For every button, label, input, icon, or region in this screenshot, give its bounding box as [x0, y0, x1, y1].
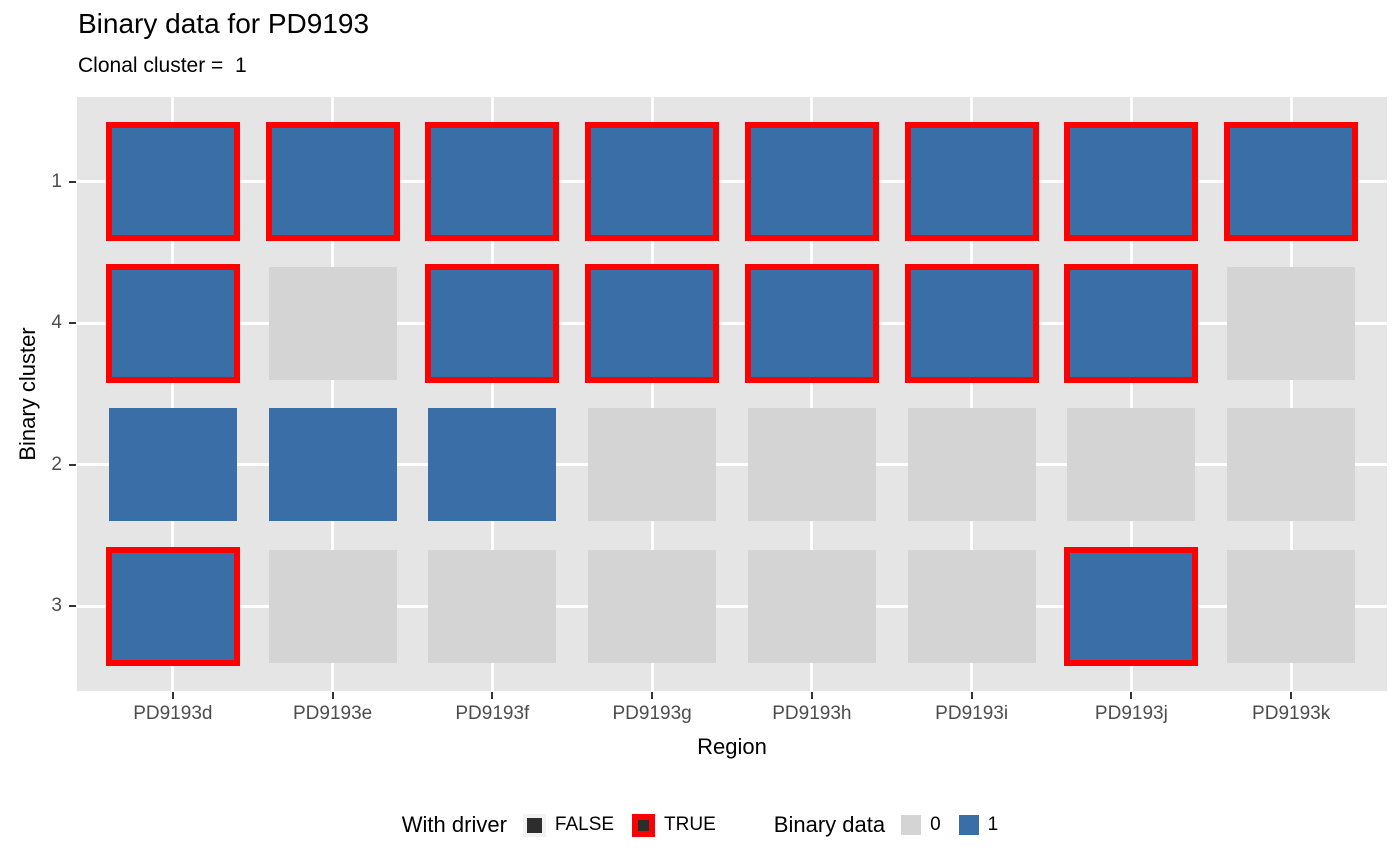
driver-false-key-icon: [522, 813, 546, 837]
gridline-vertical: [1289, 97, 1293, 691]
legend-item-false: FALSE: [522, 813, 615, 837]
legend-item-one: 1: [958, 814, 999, 836]
gridline-vertical: [650, 97, 654, 691]
gridline-vertical: [490, 97, 494, 691]
legend-item-true: TRUE: [632, 813, 716, 837]
legend-label-false: FALSE: [554, 814, 615, 835]
plot-panel: [77, 97, 1387, 691]
x-tick-label-PD9193k: PD9193k: [1252, 703, 1331, 724]
tile-PD9193g-cluster4: [585, 263, 720, 383]
tile-PD9193d-cluster2: [108, 408, 237, 522]
legend-title-binary-data: Binary data: [773, 812, 886, 837]
tile-PD9193f-cluster4: [425, 263, 560, 383]
x-tick-label-PD9193d: PD9193d: [133, 703, 213, 724]
tile-PD9193k-cluster3: [1227, 549, 1356, 663]
gridline-vertical: [331, 97, 335, 691]
tile-PD9193i-cluster3: [907, 549, 1036, 663]
gridline-vertical: [810, 97, 814, 691]
tile-PD9193d-cluster3: [105, 546, 240, 666]
x-axis-tick: [1290, 692, 1293, 699]
y-tick-label-2: 2: [51, 453, 62, 475]
tile-PD9193f-cluster3: [428, 549, 557, 663]
tile-PD9193e-cluster1: [265, 122, 400, 242]
tile-PD9193g-cluster3: [588, 549, 717, 663]
tile-PD9193f-cluster2: [428, 408, 557, 522]
x-axis-tick: [331, 692, 334, 699]
x-tick-label-PD9193i: PD9193i: [935, 703, 1009, 724]
x-axis-tick: [491, 692, 494, 699]
x-tick-label-PD9193g: PD9193g: [612, 703, 692, 724]
x-tick-label-PD9193j: PD9193j: [1094, 703, 1168, 724]
x-axis-tick: [1130, 692, 1133, 699]
tile-PD9193h-cluster1: [744, 122, 879, 242]
legend-group-binary-data: Binary data 0 1: [774, 812, 998, 838]
tile-PD9193g-cluster2: [588, 408, 717, 522]
legend-group-with-driver: With driver FALSE TRUE: [402, 812, 716, 838]
chart-title: Binary data for PD9193: [78, 8, 370, 39]
legend-label-true: TRUE: [664, 814, 716, 835]
y-tick-label-1: 1: [51, 170, 62, 192]
y-axis-tick: [69, 180, 76, 183]
tile-PD9193j-cluster1: [1064, 122, 1199, 242]
x-axis-tick: [810, 692, 813, 699]
tile-PD9193e-cluster2: [268, 408, 397, 522]
tile-PD9193g-cluster1: [585, 122, 720, 242]
gridline-horizontal: [77, 463, 1387, 467]
gridline-vertical: [171, 97, 175, 691]
binary-zero-swatch-icon: [901, 815, 922, 835]
tile-PD9193k-cluster1: [1224, 122, 1359, 242]
tile-PD9193h-cluster2: [747, 408, 876, 522]
driver-true-key-icon: [632, 813, 656, 837]
y-axis-tick: [69, 463, 76, 466]
tile-PD9193i-cluster1: [904, 122, 1039, 242]
driver-false-swatch: [526, 817, 542, 833]
x-axis-tick: [970, 692, 973, 699]
gridline-horizontal: [77, 180, 1387, 184]
legend: With driver FALSE TRUE Binary data 0: [0, 800, 1400, 850]
y-axis-tick: [69, 605, 76, 608]
tile-PD9193i-cluster2: [907, 408, 1036, 522]
tile-PD9193d-cluster1: [105, 122, 240, 242]
x-tick-label-PD9193h: PD9193h: [772, 703, 852, 724]
legend-label-zero: 0: [930, 814, 941, 835]
y-tick-label-3: 3: [51, 595, 62, 617]
tile-PD9193f-cluster1: [425, 122, 560, 242]
legend-item-zero: 0: [901, 814, 941, 836]
x-tick-label-PD9193e: PD9193e: [292, 703, 373, 724]
tile-PD9193i-cluster4: [904, 263, 1039, 383]
x-axis-tick: [651, 692, 654, 699]
tile-PD9193e-cluster4: [268, 266, 397, 380]
tile-PD9193d-cluster4: [105, 263, 240, 383]
tile-PD9193j-cluster4: [1064, 263, 1199, 383]
tile-PD9193j-cluster2: [1067, 408, 1196, 522]
gridline-vertical: [970, 97, 974, 691]
tile-PD9193e-cluster3: [268, 549, 397, 663]
tile-PD9193h-cluster3: [747, 549, 876, 663]
tile-PD9193j-cluster3: [1064, 546, 1199, 666]
x-axis-tick: [171, 692, 174, 699]
tile-PD9193h-cluster4: [744, 263, 879, 383]
binary-one-swatch-icon: [958, 815, 979, 835]
y-axis-title: Binary cluster: [15, 327, 40, 461]
gridline-vertical: [1129, 97, 1133, 691]
x-tick-label-PD9193f: PD9193f: [455, 703, 530, 724]
gridline-horizontal: [77, 604, 1387, 608]
tile-PD9193k-cluster2: [1227, 408, 1356, 522]
y-tick-label-4: 4: [51, 312, 62, 334]
y-axis-tick: [69, 322, 76, 325]
driver-true-swatch: [638, 819, 650, 831]
x-axis-title: Region: [697, 734, 767, 759]
gridline-horizontal: [77, 321, 1387, 325]
legend-label-one: 1: [987, 814, 999, 835]
chart-subtitle: Clonal cluster = 1: [78, 54, 247, 77]
tile-PD9193k-cluster4: [1227, 266, 1356, 380]
legend-title-with-driver: With driver: [401, 812, 507, 837]
